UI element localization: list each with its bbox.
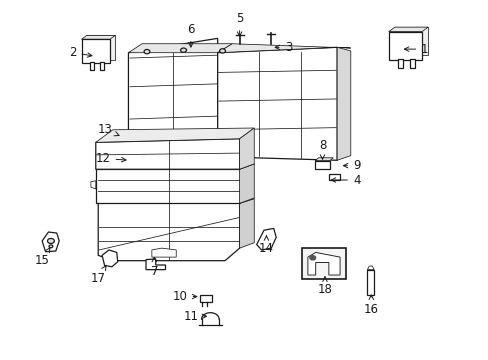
- Text: 12: 12: [95, 152, 126, 165]
- Polygon shape: [315, 158, 332, 161]
- Circle shape: [309, 256, 315, 260]
- Polygon shape: [239, 199, 254, 248]
- Polygon shape: [42, 232, 59, 252]
- Bar: [366, 270, 373, 296]
- Text: 8: 8: [318, 139, 325, 159]
- Polygon shape: [256, 228, 276, 250]
- Text: 13: 13: [98, 123, 119, 136]
- Polygon shape: [394, 27, 427, 55]
- Text: 15: 15: [35, 248, 50, 267]
- Polygon shape: [397, 59, 402, 68]
- Polygon shape: [86, 35, 115, 59]
- Text: 18: 18: [317, 277, 332, 296]
- Circle shape: [47, 238, 54, 243]
- Polygon shape: [366, 266, 373, 270]
- Polygon shape: [98, 198, 254, 203]
- Text: 6: 6: [187, 23, 194, 47]
- Polygon shape: [388, 27, 427, 32]
- Polygon shape: [217, 47, 336, 160]
- Polygon shape: [388, 32, 421, 60]
- Circle shape: [219, 49, 225, 53]
- Polygon shape: [96, 128, 254, 142]
- Polygon shape: [98, 203, 239, 261]
- Text: 16: 16: [363, 295, 378, 316]
- Polygon shape: [91, 181, 96, 189]
- Polygon shape: [96, 139, 239, 169]
- Circle shape: [49, 245, 53, 248]
- Bar: [199, 295, 211, 302]
- Polygon shape: [100, 62, 104, 70]
- Polygon shape: [128, 44, 232, 53]
- Text: 3: 3: [275, 41, 291, 54]
- Polygon shape: [217, 44, 350, 53]
- Bar: [328, 174, 339, 180]
- Text: 1: 1: [404, 42, 428, 55]
- Polygon shape: [336, 47, 350, 160]
- Text: 11: 11: [183, 310, 206, 323]
- Polygon shape: [239, 164, 254, 203]
- Polygon shape: [409, 59, 414, 68]
- Polygon shape: [152, 248, 176, 257]
- Polygon shape: [307, 252, 339, 275]
- Polygon shape: [96, 164, 254, 169]
- Polygon shape: [81, 39, 110, 63]
- Text: 5: 5: [235, 12, 243, 36]
- Text: 9: 9: [343, 159, 360, 172]
- Polygon shape: [128, 39, 217, 155]
- Polygon shape: [239, 128, 254, 169]
- Text: 7: 7: [150, 257, 158, 278]
- Polygon shape: [96, 169, 239, 203]
- Polygon shape: [146, 259, 165, 270]
- Circle shape: [180, 48, 186, 52]
- Polygon shape: [81, 35, 115, 39]
- Text: 14: 14: [259, 236, 273, 255]
- Polygon shape: [102, 250, 118, 267]
- Bar: [302, 248, 345, 279]
- Text: 4: 4: [330, 174, 360, 186]
- Text: 10: 10: [172, 290, 196, 303]
- Circle shape: [144, 49, 150, 54]
- Text: 17: 17: [91, 266, 106, 285]
- Text: 2: 2: [69, 46, 92, 59]
- Polygon shape: [89, 62, 94, 70]
- Bar: [315, 161, 329, 168]
